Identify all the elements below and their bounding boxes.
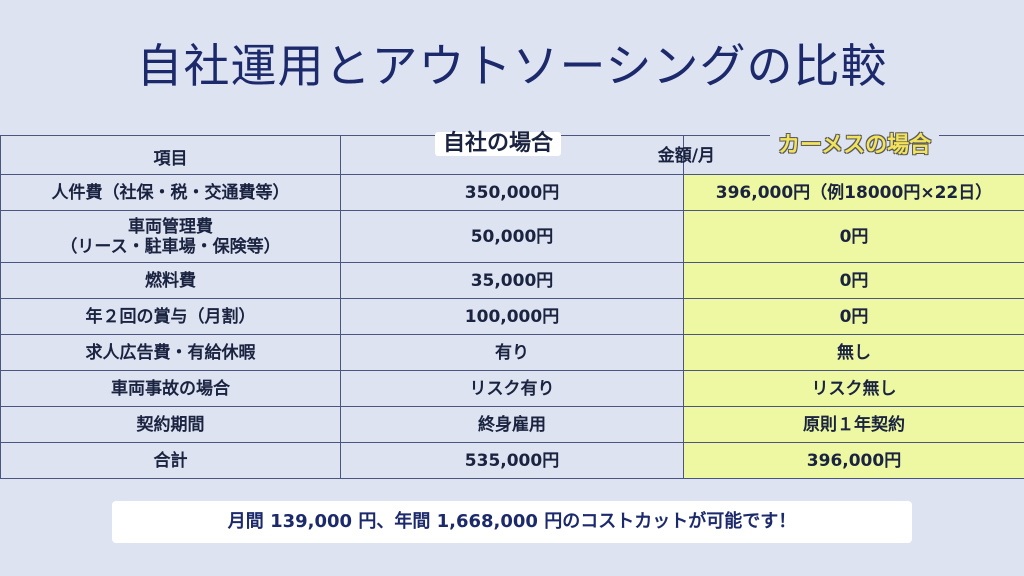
row-outsource-cell: 0円 [683,262,1024,299]
row-item-cell: 合計 [0,442,341,479]
row-own-cell: 35,000円 [340,262,684,299]
row-outsource-cell: 原則１年契約 [683,406,1024,443]
table-row: 車両管理費 （リース・駐車場・保険等） 50,000円 0円 [0,210,1024,263]
header-outsource-cell: カーメスの場合 [683,134,1024,175]
row-item-cell: 燃料費 [0,262,341,299]
table-row-total: 合計 535,000円 396,000円 [0,442,1024,479]
header-outsource-label: カーメスの場合 [770,134,940,158]
row-item-cell: 車両管理費 （リース・駐車場・保険等） [0,210,341,263]
row-item-line1: 車両管理費 [128,216,213,237]
table-row: 年２回の賞与（月割） 100,000円 0円 [0,298,1024,335]
row-item-cell: 求人広告費・有給休暇 [0,334,341,371]
row-own-cell: 有り [340,334,684,371]
row-own-cell: 50,000円 [340,210,684,263]
header-own-cell: 自社の場合 金額/月 [340,132,715,175]
row-outsource-cell: 396,000円（例18000円×22日） [683,174,1024,211]
row-own-cell: 終身雇用 [340,406,684,443]
row-item-cell: 年２回の賞与（月割） [0,298,341,335]
row-item-cell: 人件費（社保・税・交通費等） [0,174,341,211]
header-unit-label: 金額/月 [657,146,715,166]
page-title: 自社運用とアウトソーシングの比較 [136,39,888,93]
table-row: 人件費（社保・税・交通費等） 350,000円 396,000円（例18000円… [0,174,1024,211]
comparison-table: 項目 自社の場合 金額/月 カーメスの場合 人件費（社保・税・交通費等） 350… [0,132,1024,479]
row-outsource-cell: 396,000円 [683,442,1024,479]
row-own-cell: 350,000円 [340,174,684,211]
row-outsource-cell: リスク無し [683,370,1024,407]
row-item-cell: 車両事故の場合 [0,370,341,407]
table-header-row: 項目 自社の場合 金額/月 カーメスの場合 [0,132,1024,175]
table-row: 求人広告費・有給休暇 有り 無し [0,334,1024,371]
row-own-cell: 100,000円 [340,298,684,335]
row-item-cell: 契約期間 [0,406,341,443]
row-outsource-cell: 0円 [683,298,1024,335]
header-own-label: 自社の場合 [435,132,562,156]
table-row: 車両事故の場合 リスク有り リスク無し [0,370,1024,407]
row-own-cell: 535,000円 [340,442,684,479]
table-row: 燃料費 35,000円 0円 [0,262,1024,299]
row-outsource-cell: 無し [683,334,1024,371]
row-own-cell: リスク有り [340,370,684,407]
row-outsource-cell: 0円 [683,210,1024,263]
table-row: 契約期間 終身雇用 原則１年契約 [0,406,1024,443]
savings-banner: 月間 139,000 円、年間 1,668,000 円のコストカットが可能です！ [112,501,912,543]
header-item-cell: 項目 [0,135,341,175]
row-item-line2: （リース・駐車場・保険等） [60,236,281,257]
header-item-label: 項目 [153,149,188,169]
